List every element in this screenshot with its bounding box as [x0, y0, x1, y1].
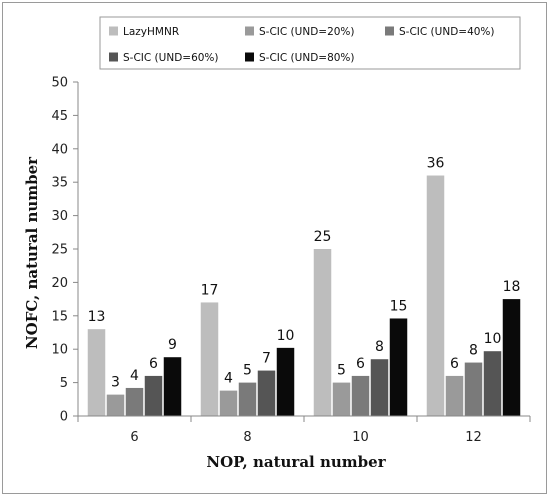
legend-swatch — [109, 26, 118, 36]
data-label: 10 — [277, 328, 295, 344]
x-tick-label: 6 — [130, 430, 138, 445]
x-tick-label: 8 — [243, 430, 251, 445]
legend-label: S-CIC (UND=20%) — [259, 26, 355, 38]
bar — [238, 382, 257, 416]
bar — [464, 362, 483, 416]
legend-label: LazyHMNR — [123, 26, 179, 38]
data-label: 13 — [88, 309, 106, 325]
y-tick-label: 50 — [51, 76, 68, 91]
bar — [370, 359, 389, 416]
legend-swatch — [245, 52, 254, 62]
y-tick-label: 35 — [51, 176, 68, 191]
legend-swatch — [385, 26, 394, 36]
bar — [313, 249, 332, 416]
bar — [426, 175, 445, 416]
y-tick-label: 0 — [60, 410, 68, 425]
y-tick-label: 5 — [60, 376, 68, 391]
bar — [144, 375, 163, 416]
bar — [257, 370, 276, 416]
bar — [276, 347, 295, 416]
data-label: 7 — [262, 351, 271, 367]
x-tick-label: 12 — [465, 430, 482, 445]
bar — [351, 375, 370, 416]
bar — [332, 382, 351, 416]
data-label: 8 — [375, 339, 384, 355]
bar — [483, 351, 502, 416]
legend-swatch — [245, 26, 254, 36]
legend-label: S-CIC (UND=60%) — [123, 52, 219, 64]
legend-label: S-CIC (UND=80%) — [259, 52, 355, 64]
y-tick-label: 10 — [51, 343, 68, 358]
y-tick-label: 45 — [51, 109, 68, 124]
bar — [502, 299, 521, 416]
data-label: 36 — [427, 156, 445, 172]
y-axis-title: NOFC, natural number — [23, 156, 41, 349]
bar — [87, 329, 106, 416]
data-label: 6 — [450, 356, 459, 372]
y-tick-label: 15 — [51, 309, 68, 324]
bar — [389, 318, 408, 416]
chart-legend: LazyHMNR S-CIC (UND=20%) S-CIC (UND=40%) S-… — [99, 16, 521, 70]
data-label: 17 — [201, 282, 219, 298]
x-axis-ticks: 6 8 10 12 — [77, 416, 531, 445]
data-label: 9 — [168, 337, 177, 353]
bar — [445, 375, 464, 416]
data-label: 4 — [130, 368, 139, 384]
y-axis-ticks: 0 5 10 15 20 25 30 35 40 45 50 — [51, 76, 78, 425]
data-label: 6 — [149, 356, 158, 372]
data-label: 6 — [356, 356, 365, 372]
bar — [200, 302, 219, 416]
data-label: 15 — [390, 298, 408, 314]
data-label: 10 — [484, 331, 502, 347]
y-tick-label: 20 — [51, 276, 68, 291]
y-tick-label: 40 — [51, 142, 68, 157]
data-label: 25 — [314, 229, 332, 245]
legend-label: S-CIC (UND=40%) — [399, 26, 495, 38]
x-axis-title: NOP, natural number — [206, 453, 386, 471]
y-tick-label: 30 — [51, 209, 68, 224]
bar — [163, 357, 182, 416]
data-label: 8 — [469, 343, 478, 359]
y-tick-label: 25 — [51, 243, 68, 258]
data-label: 18 — [503, 279, 521, 295]
bar — [219, 390, 238, 416]
bar — [125, 387, 144, 416]
data-label: 5 — [337, 363, 346, 379]
bar-series-group — [87, 175, 521, 416]
legend-swatch — [109, 52, 118, 62]
data-label: 5 — [243, 363, 252, 379]
data-label: 3 — [111, 375, 120, 391]
x-tick-label: 10 — [352, 430, 369, 445]
legend-box — [99, 16, 521, 70]
bar — [106, 394, 125, 416]
data-label: 4 — [224, 371, 233, 387]
